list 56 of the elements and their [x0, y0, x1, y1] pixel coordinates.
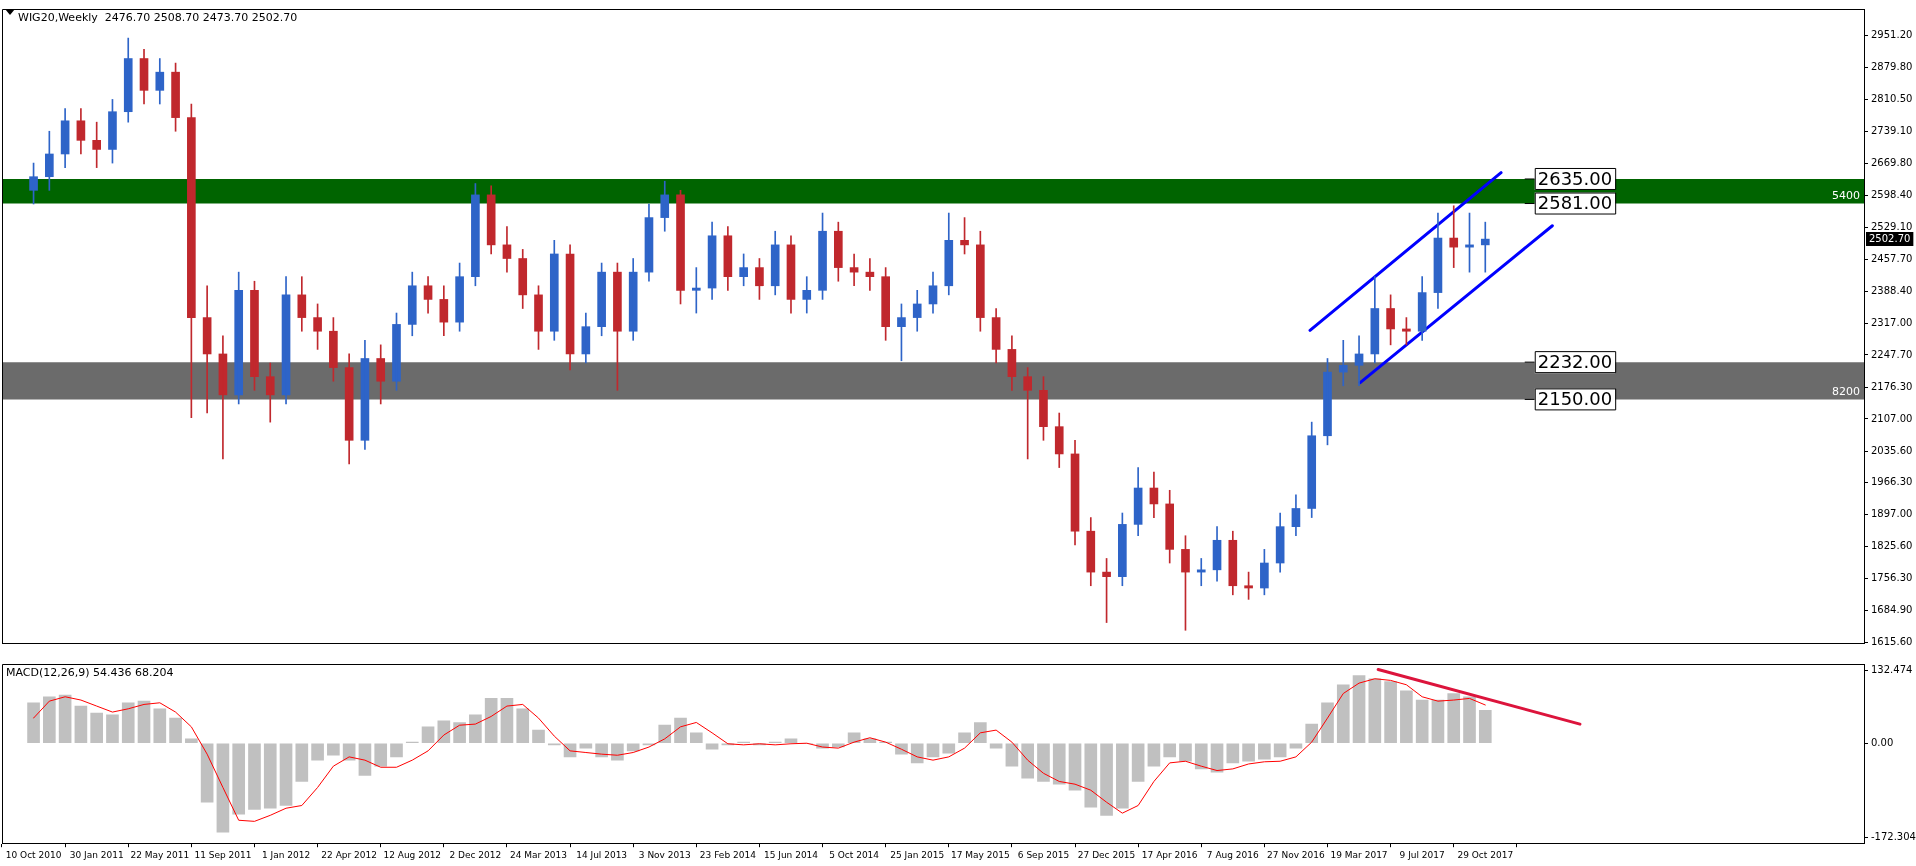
y-tick-label: 2669.80: [1871, 156, 1913, 168]
y-tick-label: 2951.20: [1871, 28, 1913, 40]
y-tick-label: 2739.10: [1871, 125, 1913, 137]
y-tick-label: 2317.00: [1871, 317, 1913, 329]
y-tick-label: 2598.40: [1871, 189, 1913, 201]
x-tick-label: 23 Feb 2014: [699, 849, 757, 860]
x-tick-label: 5 Oct 2014: [829, 849, 880, 860]
x-tick-label: 10 Oct 2010: [5, 849, 62, 860]
y-tick-label: 132.474: [1871, 664, 1913, 676]
y-tick-label: 2810.50: [1871, 92, 1913, 104]
x-tick-label: 7 Aug 2016: [1206, 849, 1260, 860]
y-tick-label: 1684.90: [1871, 604, 1913, 616]
chart-title: MACD(12,26,9) 54.436 68.204: [6, 666, 174, 680]
x-tick-label: 12 Aug 2012: [383, 849, 442, 860]
annotation: 2581.00: [1537, 192, 1613, 214]
x-tick-label: 30 Jan 2011: [69, 849, 124, 860]
y-tick-label: 1825.60: [1871, 540, 1913, 552]
y-tick-label: 2879.80: [1871, 61, 1913, 73]
y-tick-label: 1897.00: [1871, 507, 1913, 519]
y-tick-label: 1756.30: [1871, 571, 1913, 583]
chart-title: WIG20,Weekly 2476.70 2508.70 2473.70 2502.70: [18, 11, 298, 25]
x-tick-label: 17 Apr 2016: [1141, 849, 1198, 860]
y-tick-label: 2247.70: [1871, 348, 1913, 360]
x-tick-label: 25 Jan 2015: [890, 849, 945, 860]
y-tick-label: 2457.70: [1871, 253, 1913, 265]
x-tick-label: 29 Oct 2017: [1457, 849, 1514, 860]
annotation: 2232.00: [1537, 350, 1613, 372]
x-tick-label: 15 Jun 2014: [763, 849, 819, 860]
x-tick-label: 3 Nov 2013: [638, 849, 691, 860]
x-tick-label: 14 Jul 2013: [576, 849, 628, 860]
x-tick-label: 22 May 2011: [130, 849, 190, 860]
y-tick-label: 2035.60: [1871, 444, 1913, 456]
y-tick-label: 1615.60: [1871, 635, 1913, 647]
y-tick-label: 2107.00: [1871, 412, 1913, 424]
text: 2502.70: [1869, 232, 1911, 244]
band-label: 8200: [1832, 384, 1860, 398]
y-tick-label: -172.304: [1871, 830, 1916, 842]
annotation: 2635.00: [1537, 167, 1613, 189]
x-tick-label: 2 Dec 2012: [449, 849, 502, 860]
x-tick-label: 17 May 2015: [951, 849, 1010, 860]
y-tick-label: 2388.40: [1871, 284, 1913, 296]
x-tick-label: 27 Dec 2015: [1077, 849, 1136, 860]
y-tick-label: 2176.30: [1871, 381, 1913, 393]
x-tick-label: 9 Jul 2017: [1399, 849, 1445, 860]
y-tick-label: 0.00: [1871, 736, 1894, 748]
x-tick-label: 22 Apr 2012: [321, 849, 377, 860]
x-tick-label: 11 Sep 2011: [194, 849, 252, 860]
x-tick-label: 1 Jan 2012: [261, 849, 311, 860]
x-tick-label: 6 Sep 2015: [1017, 849, 1070, 860]
band-label: 5400: [1832, 188, 1860, 202]
y-tick-label: 1966.30: [1871, 476, 1913, 488]
x-tick-label: 24 Mar 2013: [509, 849, 568, 860]
x-tick-label: 19 Mar 2017: [1330, 849, 1388, 860]
x-tick-label: 27 Nov 2016: [1267, 849, 1326, 860]
annotation: 2150.00: [1537, 388, 1613, 410]
y-tick-label: 2529.10: [1871, 220, 1913, 232]
